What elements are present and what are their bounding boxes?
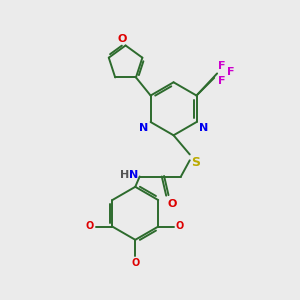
Text: F: F [218,76,225,86]
Text: O: O [168,199,177,209]
Text: H: H [120,170,129,180]
Text: F: F [226,67,234,77]
Text: O: O [176,221,184,231]
Text: N: N [129,170,138,180]
Text: F: F [218,61,225,71]
Text: S: S [191,156,200,169]
Text: O: O [86,221,94,231]
Text: N: N [199,124,208,134]
Text: N: N [139,124,148,134]
Text: O: O [118,34,127,44]
Text: O: O [131,258,140,268]
